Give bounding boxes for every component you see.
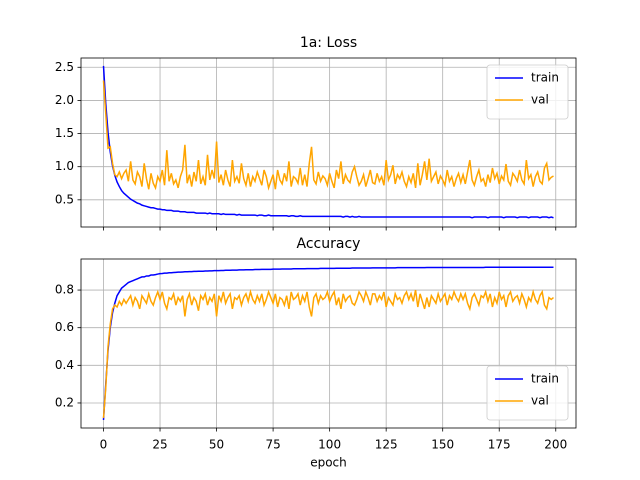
axes: 0.5 1.0 1.5 2.0 2.5 1a: Loss train val bbox=[55, 35, 577, 231]
x-tick-label: 100 bbox=[318, 438, 341, 452]
line-series bbox=[102, 80, 554, 191]
legend-label: val bbox=[531, 394, 549, 408]
x-tick-label: 0 bbox=[100, 438, 108, 452]
x-tick-label: 175 bbox=[488, 438, 511, 452]
legend-label: val bbox=[531, 93, 549, 107]
line-series bbox=[102, 266, 554, 420]
y-tick-label: 1.0 bbox=[55, 159, 74, 173]
axes-frame bbox=[80, 258, 577, 429]
axes-frame bbox=[80, 57, 577, 228]
legend-label: train bbox=[531, 372, 559, 386]
axes: 0 25 50 75 100 125 150 175 200 0.2 0.4 0.6 0.8 Accura… bbox=[55, 236, 577, 470]
x-tick-label: 50 bbox=[209, 438, 224, 452]
y-tick-label: 0.2 bbox=[55, 395, 74, 409]
x-axis-label: epoch bbox=[310, 456, 347, 470]
y-tick-label: 0.5 bbox=[55, 192, 74, 206]
axes-title: 1a: Loss bbox=[300, 35, 357, 51]
x-tick-label: 25 bbox=[152, 438, 167, 452]
x-tick-label: 75 bbox=[265, 438, 280, 452]
line-series bbox=[102, 289, 554, 419]
y-tick-label: 0.4 bbox=[55, 358, 74, 372]
y-tick-label: 1.5 bbox=[55, 126, 74, 140]
x-tick-label: 200 bbox=[544, 438, 567, 452]
axes-title: Accuracy bbox=[297, 236, 361, 252]
y-tick-label: 0.8 bbox=[55, 283, 74, 297]
y-tick-label: 2.5 bbox=[55, 60, 74, 74]
x-tick-label: 150 bbox=[431, 438, 454, 452]
y-tick-label: 2.0 bbox=[55, 93, 74, 107]
y-tick-label: 0.6 bbox=[55, 320, 74, 334]
x-tick-label: 125 bbox=[375, 438, 398, 452]
legend-label: train bbox=[531, 71, 559, 85]
line-series bbox=[102, 65, 554, 219]
